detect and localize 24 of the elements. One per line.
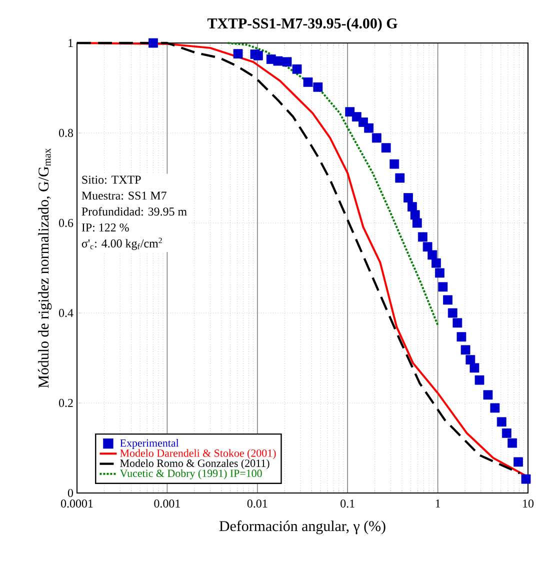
y-tick-label: 1 bbox=[68, 39, 73, 47]
y-tick-label: 0.4 bbox=[58, 308, 74, 318]
y-tick-label: 0.8 bbox=[58, 128, 74, 138]
annotation: Profundidad: 39.95 m bbox=[82, 207, 187, 216]
x-tick-label: 10 bbox=[523, 500, 534, 508]
y-axis-title: Módulo de rigidez normalizado, G/G$_{max}$ bbox=[38, 148, 52, 388]
x-tick-label: 0.0001 bbox=[61, 500, 93, 508]
annotation: Sitio: TXTP bbox=[82, 176, 141, 184]
legend-label: Vucetic & Dobry (1991) IP=100 bbox=[120, 469, 262, 480]
annotation: σ'$_{c}$: 4.00 kg$_{f}$/cm$^{2}$ bbox=[82, 238, 162, 250]
y-tick-label: 0.2 bbox=[58, 398, 73, 408]
legend-label: Experimental bbox=[120, 439, 179, 449]
chart-title: TXTP-SS1-M7-39.95-(4.00) G bbox=[207, 18, 398, 32]
legend-label: Modelo Romo & Gonzales (2011) bbox=[120, 459, 270, 470]
annotation: Muestra: SS1 M7 bbox=[82, 192, 166, 200]
x-tick-label: 0.01 bbox=[247, 500, 268, 508]
x-tick-label: 1 bbox=[436, 500, 440, 508]
x-tick-label: 0.001 bbox=[154, 500, 180, 508]
annotation: IP: 122 % bbox=[82, 223, 129, 232]
x-tick-label: 0.1 bbox=[340, 500, 354, 508]
x-axis-title: Deformación angular, γ (%) bbox=[219, 520, 386, 534]
legend-label: Modelo Darendeli & Stokoe (2001) bbox=[120, 449, 276, 460]
y-tick-label: 0.6 bbox=[58, 218, 74, 228]
y-tick-label: 0 bbox=[68, 488, 74, 498]
